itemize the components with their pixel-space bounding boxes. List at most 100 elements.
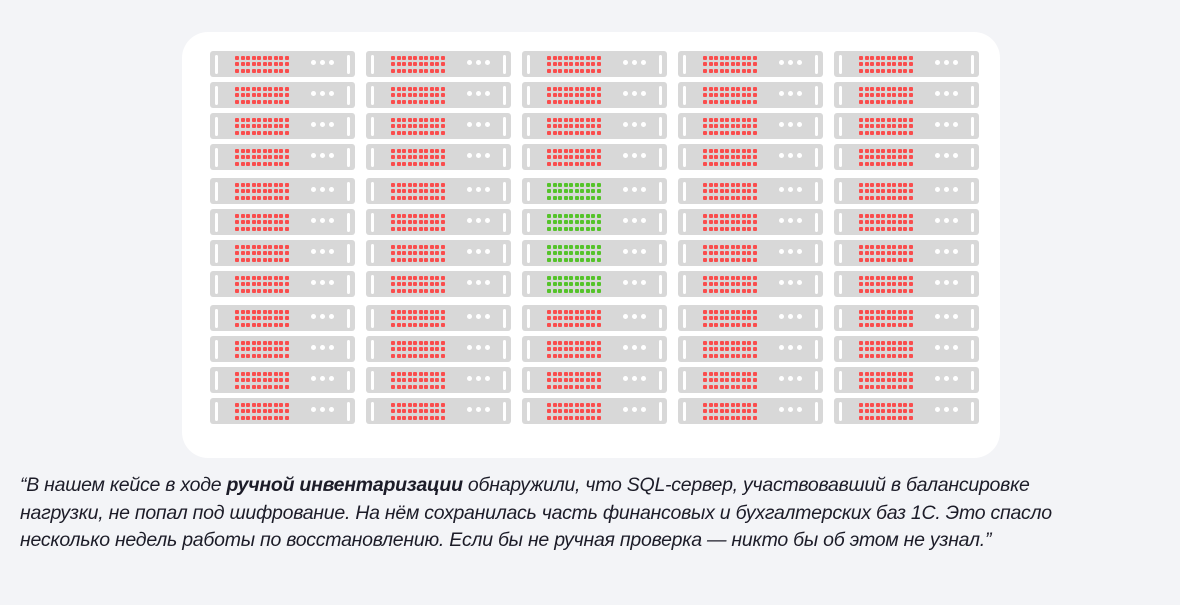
led-indicator — [752, 226, 757, 231]
led-indicator — [591, 148, 595, 153]
led-indicator — [435, 384, 439, 389]
led-indicator — [859, 195, 863, 200]
led-indicator — [747, 409, 751, 413]
led-indicator — [708, 195, 713, 200]
led-indicator — [752, 340, 757, 345]
led-indicator — [407, 117, 412, 122]
led-indicator — [574, 282, 579, 286]
status-dot — [944, 406, 949, 412]
led-indicator — [908, 316, 913, 320]
led-indicator — [703, 282, 707, 286]
led-indicator — [257, 384, 261, 389]
status-dot — [788, 279, 793, 285]
server-led-grid — [391, 55, 445, 73]
rack-row — [210, 240, 1000, 266]
led-indicator — [391, 195, 395, 200]
led-indicator — [886, 213, 891, 218]
led-indicator — [402, 409, 406, 413]
led-indicator — [435, 347, 439, 351]
led-indicator — [580, 340, 584, 345]
led-indicator — [424, 62, 428, 66]
led-indicator — [391, 251, 395, 255]
led-indicator — [574, 275, 579, 280]
led-indicator — [591, 347, 595, 351]
led-indicator — [402, 226, 406, 231]
led-indicator — [897, 378, 902, 382]
led-indicator — [273, 195, 278, 200]
led-indicator — [424, 130, 428, 135]
status-dot — [329, 344, 334, 350]
led-indicator — [563, 124, 568, 128]
led-indicator — [741, 62, 746, 66]
led-indicator — [897, 353, 902, 358]
led-indicator — [730, 93, 735, 97]
led-indicator — [892, 257, 896, 262]
led-indicator — [886, 415, 891, 420]
led-indicator — [251, 189, 256, 193]
led-indicator — [708, 322, 713, 327]
led-indicator — [240, 251, 245, 255]
led-indicator — [284, 415, 289, 420]
server-left-cap — [215, 212, 218, 232]
server-unit-red — [522, 336, 667, 362]
led-indicator — [903, 189, 907, 193]
rack-row — [210, 82, 1000, 108]
led-indicator — [284, 189, 289, 193]
led-indicator — [429, 322, 434, 327]
led-indicator — [268, 68, 272, 73]
led-indicator — [279, 155, 283, 159]
led-indicator — [240, 244, 245, 249]
led-indicator — [875, 93, 880, 97]
server-led-grid — [703, 244, 757, 262]
led-indicator — [240, 148, 245, 153]
server-unit-red — [366, 178, 511, 204]
status-dot — [797, 186, 802, 192]
server-left-cap — [527, 274, 530, 294]
led-indicator — [719, 189, 724, 193]
led-indicator — [240, 378, 245, 382]
led-indicator — [741, 347, 746, 351]
led-indicator — [886, 340, 891, 345]
led-indicator — [875, 340, 880, 345]
led-indicator — [257, 117, 261, 122]
led-indicator — [903, 309, 907, 314]
server-right-cap — [971, 274, 974, 294]
led-indicator — [897, 251, 902, 255]
led-indicator — [703, 316, 707, 320]
led-indicator — [235, 409, 239, 413]
status-dot — [788, 248, 793, 254]
server-left-cap — [371, 116, 374, 136]
led-indicator — [240, 322, 245, 327]
server-right-cap — [815, 274, 818, 294]
server-left-cap — [683, 54, 686, 74]
led-indicator — [418, 117, 423, 122]
led-indicator — [569, 124, 573, 128]
led-indicator — [596, 117, 601, 122]
led-indicator — [585, 195, 590, 200]
led-indicator — [413, 99, 417, 104]
status-dot — [467, 90, 472, 96]
led-indicator — [747, 251, 751, 255]
led-indicator — [262, 353, 267, 358]
led-indicator — [881, 275, 885, 280]
server-left-cap — [839, 274, 842, 294]
led-indicator — [268, 251, 272, 255]
led-indicator — [875, 68, 880, 73]
led-indicator — [725, 275, 729, 280]
led-indicator — [886, 155, 891, 159]
led-indicator — [892, 384, 896, 389]
led-indicator — [268, 275, 272, 280]
status-dot — [953, 248, 958, 254]
led-indicator — [714, 415, 718, 420]
led-indicator — [563, 316, 568, 320]
server-status-dots — [467, 279, 490, 285]
led-indicator — [585, 288, 590, 293]
led-indicator — [703, 148, 707, 153]
led-indicator — [407, 322, 412, 327]
led-indicator — [251, 244, 256, 249]
led-indicator — [235, 415, 239, 420]
led-indicator — [886, 148, 891, 153]
led-indicator — [875, 213, 880, 218]
led-indicator — [897, 55, 902, 60]
led-indicator — [279, 213, 283, 218]
